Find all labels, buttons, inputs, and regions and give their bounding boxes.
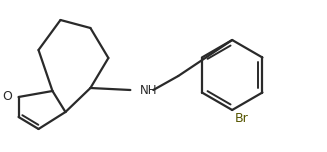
Text: O: O <box>3 90 12 104</box>
Text: NH: NH <box>140 83 158 97</box>
Text: Br: Br <box>235 112 249 125</box>
